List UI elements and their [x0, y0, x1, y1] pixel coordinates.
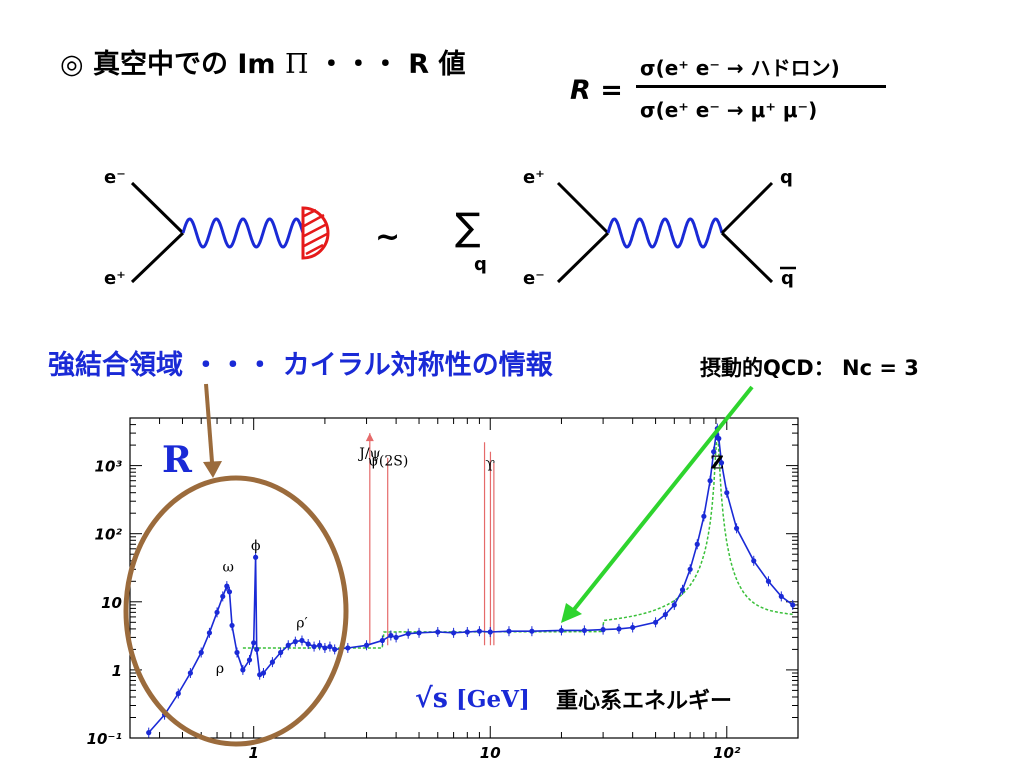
resonance-label: Z: [711, 453, 724, 474]
hadron-blob-hatching: [303, 208, 328, 256]
gev-unit: [GeV]: [455, 686, 530, 713]
right-out-top-label: q: [780, 167, 793, 188]
right-electron-line: [556, 231, 610, 284]
title-prefix: ◎ 真空中での Im: [60, 49, 285, 80]
brown-arrow-line: [204, 383, 214, 463]
data-points: [146, 423, 796, 738]
y-tick-label: 10²: [95, 526, 123, 544]
energy-label: 重心系エネルギー: [556, 689, 733, 714]
quark-line: [720, 181, 774, 235]
y-tick-label: 10³: [95, 458, 123, 476]
antiquark-line: [720, 231, 774, 284]
resonance-label: J/ψ: [357, 446, 380, 462]
right-positron-line: [556, 181, 610, 235]
x-tick-label: 10²: [713, 744, 741, 762]
strong-coupling-label: 強結合領域 ・・・ カイラル対称性の情報: [48, 350, 553, 381]
chart-ticks: 10⁻¹ 1 10 10² 10³ 1 10 10²: [87, 417, 799, 762]
title-suffix: ・・・ R 値: [308, 49, 466, 80]
strong-region-ellipse: [123, 475, 349, 747]
resonance-labels: ρ ω ϕ ρ′ J/ψψ(2S) ϒ Z: [216, 446, 724, 677]
resonance-label: ρ′: [296, 615, 307, 631]
feynman-diagrams: [130, 181, 796, 284]
x-axis-title: √s [GeV]: [415, 683, 530, 714]
right-in-top-label: e⁺: [523, 167, 545, 188]
r-numerator: σ(e⁺ e⁻ → ハドロン): [640, 56, 840, 80]
x-tick-label: 1: [248, 744, 258, 762]
y-tick-label: 1: [112, 662, 122, 680]
left-photon-wave: [181, 217, 305, 249]
resonance-label: ϕ: [251, 538, 261, 554]
right-out-bottom-label: q: [781, 268, 794, 289]
green-arrow-head: [561, 603, 582, 623]
page-title: ◎ 真空中での Im Π ・・・ R 値: [60, 42, 466, 81]
fraction-bar: [636, 85, 886, 88]
left-top-label: e⁻: [104, 167, 126, 188]
y-tick-label: 10: [101, 594, 122, 612]
chart-title: R: [162, 439, 193, 481]
sqrt-s-symbol: √s: [415, 683, 448, 714]
sum-symbol: ∑: [455, 205, 481, 249]
r-symbol: R =: [570, 75, 623, 106]
x-tick-label: 10: [480, 744, 501, 762]
sum-index: q: [474, 254, 487, 275]
resonance-label: ω: [222, 559, 233, 575]
y-tick-label: 10⁻¹: [87, 730, 122, 748]
brown-arrow-head: [203, 461, 222, 478]
tilde-symbol: ~: [375, 220, 401, 255]
resonance-label: ϒ: [485, 458, 495, 474]
left-bottom-label: e⁺: [104, 268, 126, 289]
right-photon-wave: [606, 217, 724, 249]
right-in-bottom-label: e⁻: [523, 268, 545, 289]
jpsi-arrow-tip: [365, 433, 374, 442]
green-arrow-line: [570, 385, 754, 614]
data-trace: [148, 428, 794, 734]
resonance-label: ψ(2S): [368, 454, 408, 470]
left-electron-line: [130, 181, 185, 235]
r-denominator: σ(e⁺ e⁻ → μ⁺ μ⁻): [640, 98, 818, 122]
narrow-resonance-lines: [365, 433, 495, 646]
left-positron-line: [130, 231, 185, 284]
title-pi-symbol: Π: [284, 49, 309, 80]
resonance-label: ρ: [216, 661, 224, 677]
perturbative-qcd-label: 摂動的QCD： Nc = 3: [700, 356, 919, 380]
